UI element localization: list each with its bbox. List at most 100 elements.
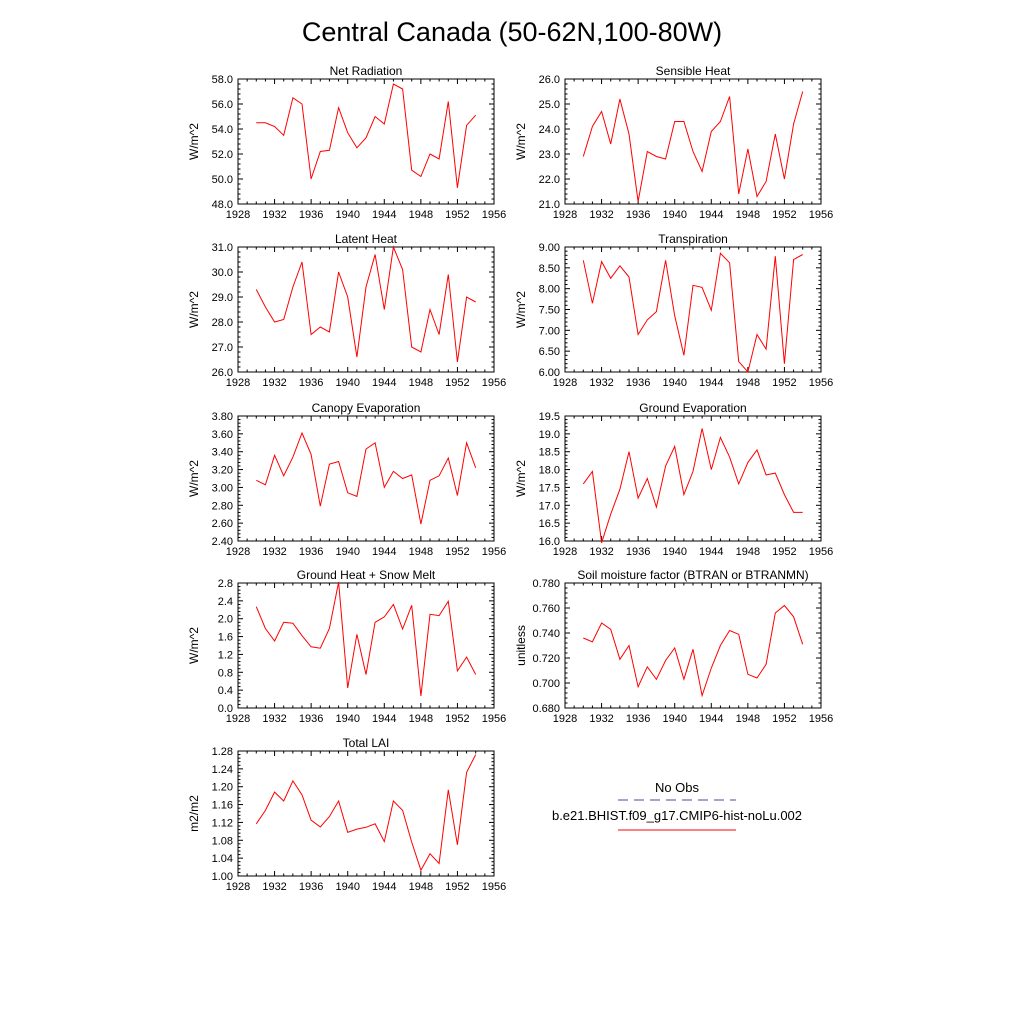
y-tick-label: 1.12	[212, 817, 233, 829]
x-tick-label: 1952	[772, 209, 796, 221]
x-tick-label: 1936	[299, 546, 323, 558]
y-tick-label: 7.50	[539, 305, 560, 317]
y-tick-label: 56.0	[212, 99, 233, 111]
x-tick-label: 1936	[299, 713, 323, 725]
series-line	[255, 245, 476, 363]
panel-title: Transpiration	[658, 232, 728, 246]
x-tick-label: 1940	[662, 713, 686, 725]
y-tick-label: 3.80	[212, 411, 233, 423]
y-tick-label: 0.8	[218, 667, 233, 679]
y-tick-label: 1.00	[212, 871, 233, 883]
x-tick-label: 1928	[226, 713, 250, 725]
panel-7: Soil moisture factor (BTRAN or BTRANMN) 1…	[514, 568, 833, 725]
y-tick-label: 29.0	[212, 292, 233, 304]
x-tick-label: 1936	[626, 713, 650, 725]
y-tick-label: 3.20	[212, 465, 233, 477]
panel-1: Sensible Heat 1928 1932 1936 1940 1944 1948 195…	[514, 64, 833, 221]
x-tick-label: 1952	[445, 209, 469, 221]
y-tick-label: 0.740	[532, 628, 560, 640]
x-tick-label: 1940	[662, 546, 686, 558]
y-tick-label: 0.700	[532, 678, 560, 690]
series-line	[582, 252, 803, 374]
x-tick-label: 1932	[262, 546, 286, 558]
x-tick-label: 1956	[809, 377, 833, 389]
y-tick-label: 8.00	[539, 284, 560, 296]
y-tick-label: 24.0	[539, 124, 560, 136]
y-tick-label: 22.0	[539, 174, 560, 186]
x-tick-label: 1952	[772, 713, 796, 725]
plot-frame	[237, 246, 495, 373]
x-tick-label: 1932	[589, 209, 613, 221]
y-tick-label: 1.08	[212, 835, 233, 847]
x-tick-label: 1944	[372, 713, 396, 725]
x-tick-label: 1948	[736, 377, 760, 389]
plot-frame	[564, 78, 822, 205]
y-tick-label: 26.0	[539, 74, 560, 86]
y-axis-label: W/m^2	[187, 291, 201, 328]
y-tick-label: 1.24	[212, 764, 233, 776]
y-tick-label: 1.28	[212, 746, 233, 758]
y-axis-label: m2/m2	[187, 795, 201, 832]
x-tick-label: 1948	[409, 546, 433, 558]
y-tick-label: 0.760	[532, 603, 560, 615]
x-tick-label: 1940	[335, 546, 359, 558]
panel-6: Ground Heat + Snow Melt 1928 1932 1936 1940 1…	[187, 568, 506, 725]
panel-title: Ground Evaporation	[639, 401, 746, 415]
plot-frame	[237, 582, 495, 709]
x-tick-label: 1940	[335, 881, 359, 893]
x-tick-label: 1956	[482, 546, 506, 558]
y-tick-label: 2.4	[218, 596, 233, 608]
x-tick-label: 1928	[226, 546, 250, 558]
y-axis-label: W/m^2	[187, 460, 201, 497]
y-axis-label: W/m^2	[514, 291, 528, 328]
x-tick-label: 1936	[626, 209, 650, 221]
x-tick-label: 1952	[445, 546, 469, 558]
plot-frame	[564, 415, 822, 542]
panel-title: Net Radiation	[330, 64, 403, 78]
x-tick-label: 1948	[409, 377, 433, 389]
x-tick-label: 1944	[699, 377, 723, 389]
y-tick-label: 25.0	[539, 99, 560, 111]
plot-frame	[237, 415, 495, 542]
y-tick-label: 7.00	[539, 325, 560, 337]
x-tick-label: 1944	[699, 713, 723, 725]
x-tick-label: 1928	[553, 546, 577, 558]
y-tick-label: 6.00	[539, 367, 560, 379]
y-tick-label: 6.50	[539, 346, 560, 358]
y-tick-label: 31.0	[212, 242, 233, 254]
x-tick-label: 1936	[299, 881, 323, 893]
y-tick-label: 0.780	[532, 578, 560, 590]
x-tick-label: 1940	[662, 209, 686, 221]
y-tick-label: 1.04	[212, 853, 233, 865]
x-tick-label: 1928	[226, 881, 250, 893]
y-tick-label: 0.0	[218, 703, 233, 715]
x-tick-label: 1944	[372, 546, 396, 558]
y-tick-label: 16.0	[539, 536, 560, 548]
x-tick-label: 1948	[736, 713, 760, 725]
y-tick-label: 2.40	[212, 536, 233, 548]
panel-title: Ground Heat + Snow Melt	[297, 568, 436, 582]
x-tick-label: 1932	[589, 377, 613, 389]
x-tick-label: 1944	[372, 881, 396, 893]
x-tick-label: 1932	[589, 713, 613, 725]
x-tick-label: 1956	[482, 713, 506, 725]
panel-title: Latent Heat	[335, 232, 398, 246]
y-tick-label: 18.5	[539, 447, 560, 459]
y-tick-label: 3.60	[212, 429, 233, 441]
panel-4: Canopy Evaporation 1928 1932 1936 1940 1944 19…	[187, 401, 506, 558]
x-tick-label: 1932	[589, 546, 613, 558]
series-line	[256, 83, 477, 188]
x-tick-label: 1932	[262, 209, 286, 221]
x-tick-label: 1952	[445, 377, 469, 389]
legend-model-label: b.e21.BHIST.f09_g17.CMIP6-hist-noLu.002	[552, 808, 802, 823]
y-tick-label: 58.0	[212, 74, 233, 86]
y-tick-label: 2.60	[212, 518, 233, 530]
x-tick-label: 1956	[482, 209, 506, 221]
x-tick-label: 1944	[699, 209, 723, 221]
x-tick-label: 1928	[226, 209, 250, 221]
panel-title: Sensible Heat	[656, 64, 731, 78]
x-tick-label: 1944	[372, 209, 396, 221]
y-tick-label: 2.8	[218, 578, 233, 590]
x-tick-label: 1956	[482, 881, 506, 893]
